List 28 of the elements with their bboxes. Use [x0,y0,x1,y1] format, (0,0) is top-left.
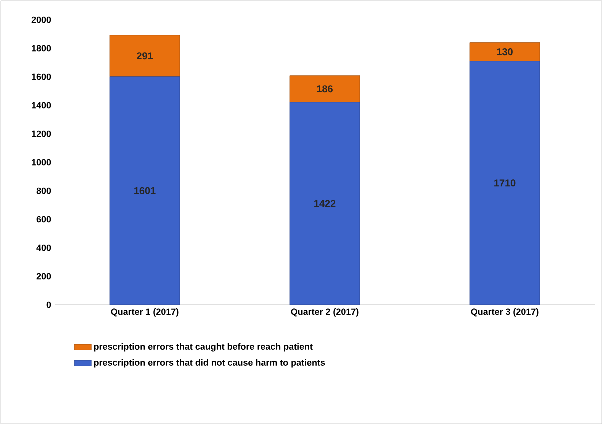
data-label: 1422 [314,200,336,208]
y-tick-label: 1800 [32,45,52,52]
y-tick-label: 0 [46,302,52,308]
data-label: 1601 [134,187,156,194]
y-tick-label: 1400 [32,102,52,109]
bar [110,35,180,78]
data-label: 1710 [494,180,516,187]
y-tick-label: 800 [36,188,52,194]
bar [290,102,360,305]
legend-label: prescription errors that caught before reach patient [94,343,313,352]
bar [470,61,540,305]
y-tick-label: 600 [36,216,52,223]
bar [290,76,360,103]
x-tick-label: Quarter 3 (2017) [471,308,539,317]
legend-label: prescription errors that did not cause harm to patients [94,359,326,368]
y-tick-label: 2000 [32,16,52,24]
bar [110,76,180,305]
y-tick-label: 1200 [32,130,52,138]
y-tick-label: 1000 [32,159,52,166]
x-tick-label: Quarter 2 (2017) [291,308,359,317]
y-tick-label: 400 [36,244,52,252]
bar [470,42,540,62]
y-tick-label: 200 [36,273,52,280]
x-tick-label: Quarter 1 (2017) [111,308,179,317]
data-label: 186 [317,86,333,93]
y-tick-label: 1600 [32,74,52,80]
data-label: 130 [497,48,513,56]
data-label: 291 [137,52,154,60]
